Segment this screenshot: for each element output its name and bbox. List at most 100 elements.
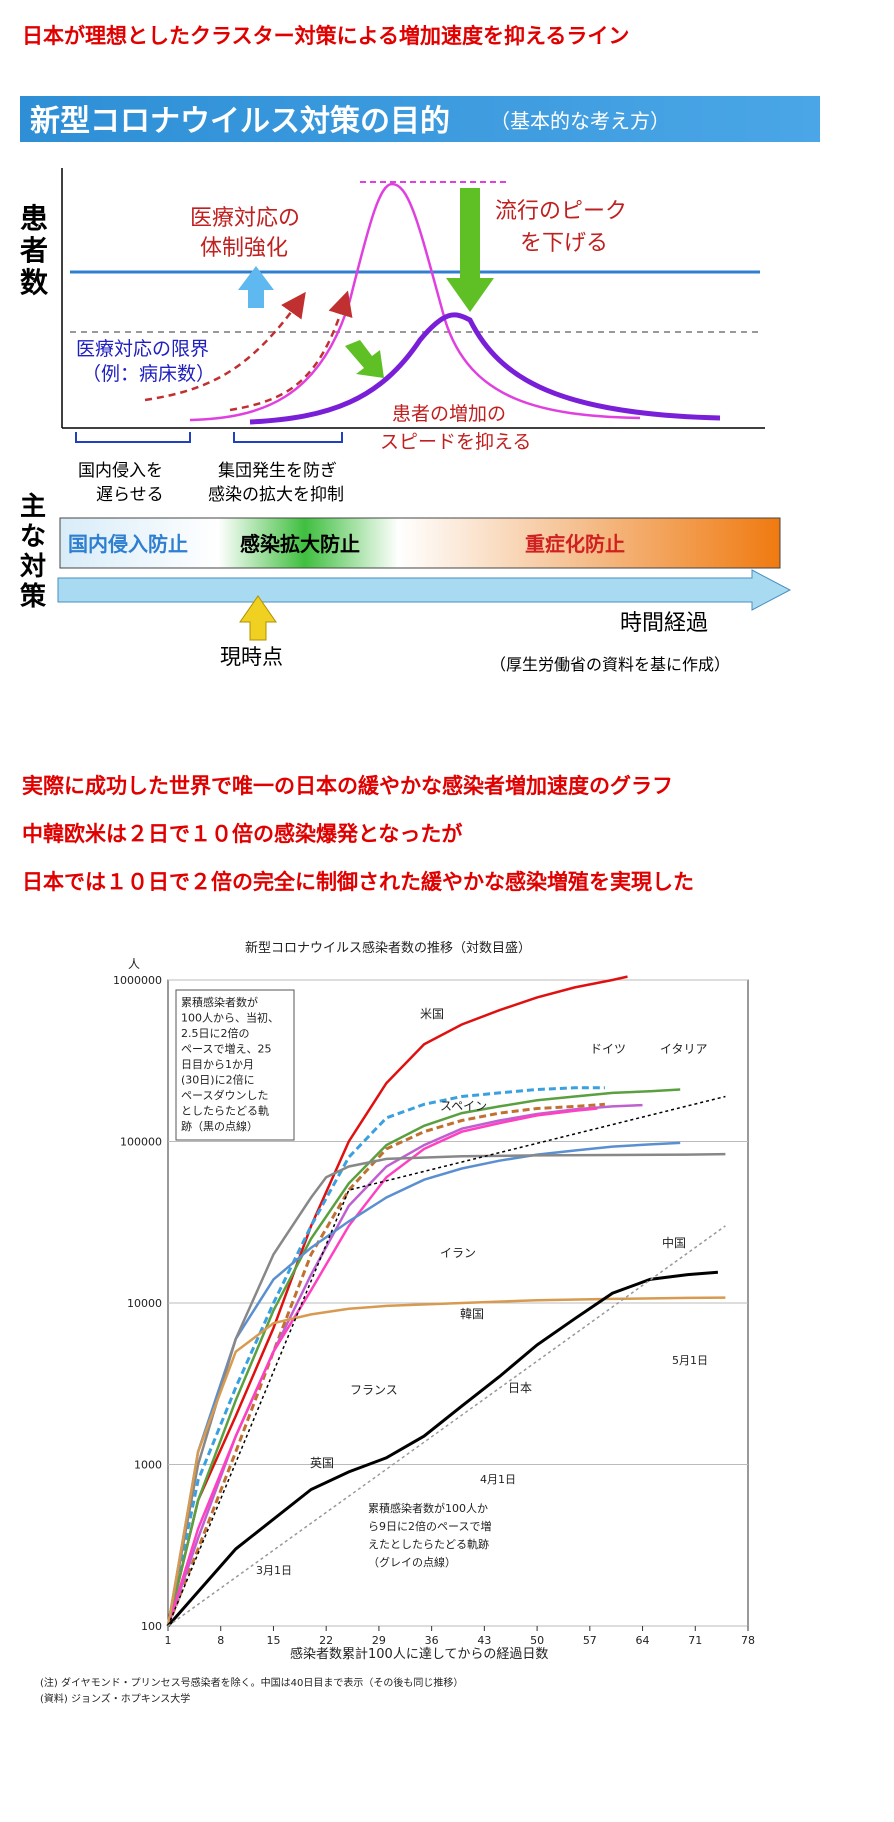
slow-down-arrow <box>345 340 384 378</box>
series-line-イタリア <box>166 1088 681 1627</box>
series-line-中国 <box>166 1152 726 1627</box>
y-tick-label: 10000 <box>127 1297 162 1310</box>
march1-label: 3月1日 <box>256 1564 292 1577</box>
series-label-日本: 日本 <box>508 1381 532 1395</box>
x-tick-label: 1 <box>165 1634 172 1647</box>
measures-label-3: 対 <box>20 552 46 582</box>
grid <box>168 979 748 1627</box>
measures-bar <box>59 517 781 569</box>
series-line-グレイの点線 <box>167 1225 726 1627</box>
time-arrow <box>57 569 792 611</box>
slow-text-1: 患者の増加の <box>392 403 506 425</box>
measures-label-2: な <box>20 522 46 552</box>
series-label-韓国: 韓国 <box>460 1307 484 1321</box>
heading-line1: 実際に成功した世界で唯一の日本の緩やかな感染者増加速度のグラフ <box>22 774 673 798</box>
delay-text-2: 遅らせる <box>96 485 164 505</box>
brace-delay <box>75 432 191 443</box>
bar-label-severe: 重症化防止 <box>525 532 625 556</box>
y-unit-label: 人 <box>128 957 140 971</box>
note-black-line: 累積感染者数が <box>181 995 258 1009</box>
series-label-中国: 中国 <box>662 1235 686 1250</box>
x-tick-label: 78 <box>741 1634 755 1647</box>
series-label-スペイン: スペイン <box>440 1099 487 1113</box>
measures-label-4: 策 <box>20 581 46 612</box>
note-black-line: ペースダウンした <box>181 1088 268 1102</box>
strengthen-text-2: 体制強化 <box>200 236 288 261</box>
delay-text-1: 国内侵入を <box>78 461 163 481</box>
lower-peak-text-2: を下げる <box>520 231 608 256</box>
lower-peak-arrow <box>446 188 494 312</box>
series-line-フランス <box>166 1103 643 1627</box>
chart-title: 新型コロナウイルス感染者数の推移（対数目盛） <box>245 940 531 956</box>
heading-line3: 日本では１０日で２倍の完全に制御された緩やかな感染増殖を実現した <box>22 870 694 894</box>
y-tick-label: 1000 <box>134 1459 162 1472</box>
note-black-line: 2.5日に2倍の <box>181 1026 250 1040</box>
spread-arrow-left <box>144 291 306 402</box>
series-label-イタリア: イタリア <box>660 1042 708 1056</box>
heading-line2: 中韓欧米は２日で１０倍の感染爆発となったが <box>22 822 463 846</box>
lower-peak-text-1: 流行のピーク <box>495 199 627 224</box>
series-line-ドイツ <box>166 1102 606 1627</box>
plot-frame <box>167 979 749 1627</box>
series-line-イラン <box>166 1141 681 1627</box>
cluster-text-1: 集団発生を防ぎ <box>218 461 337 481</box>
flattened-curve <box>249 312 721 425</box>
series-line-黒の点線 <box>167 1095 726 1627</box>
note-black-line: (30日)に2倍に <box>181 1073 255 1087</box>
heading-top: 日本が理想としたクラスター対策による増加速度を抑えるライン <box>22 24 630 48</box>
limit-text-1: 医療対応の限界 <box>76 338 209 360</box>
strengthen-text-1: 医療対応の <box>190 206 300 231</box>
y-label-3: 数 <box>20 266 49 299</box>
strategy-diagram: 新型コロナウイルス対策の目的 （基本的な考え方） 患 者 数 医療対応の 体制強… <box>20 96 820 674</box>
y-tick-label: 100 <box>141 1620 162 1633</box>
x-tick-label: 29 <box>372 1634 386 1647</box>
note-gray-line: （グレイの点線） <box>368 1555 456 1569</box>
note-black-line: 跡（黒の点線） <box>181 1119 258 1133</box>
banner-subtitle: （基本的な考え方） <box>490 109 670 133</box>
series-label-ドイツ: ドイツ <box>590 1042 626 1056</box>
y-ticks: 100 1000 10000 100000 1000000 <box>113 974 162 1633</box>
strengthen-arrow <box>238 266 274 308</box>
measures-label-1: 主 <box>20 492 46 522</box>
series-line-日本 <box>166 1270 719 1627</box>
high-peak-curve <box>189 182 641 422</box>
series-line-スペイン <box>166 1086 605 1627</box>
x-ticks: 1 8 15 22 29 36 43 50 57 64 71 78 <box>165 1626 755 1647</box>
y-label-2: 者 <box>20 234 48 267</box>
spread-arrow-right <box>229 290 353 412</box>
cluster-text-2: 感染の拡大を抑制 <box>208 485 344 505</box>
footnote-1: (注) ダイヤモンド・プリンセス号感染者を除く。中国は40日目まで表示（その後も… <box>40 1676 463 1689</box>
series-label-イラン: イラン <box>440 1246 476 1260</box>
y-label-1: 患 <box>20 202 48 235</box>
x-tick-label: 64 <box>636 1634 650 1647</box>
now-label: 現時点 <box>220 645 283 669</box>
banner-background <box>20 96 820 142</box>
series-line-英国 <box>166 1107 598 1627</box>
brace-cluster <box>233 432 343 443</box>
x-tick-label: 22 <box>319 1634 333 1647</box>
april1-label: 4月1日 <box>480 1473 516 1486</box>
x-tick-label: 43 <box>477 1634 491 1647</box>
note-gray-line: えたとしたらたどる軌跡 <box>368 1537 489 1551</box>
banner-title: 新型コロナウイルス対策の目的 <box>30 104 450 139</box>
series-label-英国: 英国 <box>310 1456 334 1470</box>
note-black-line: 日目から1か月 <box>181 1058 254 1071</box>
slow-text-2: スピードを抑える <box>380 431 531 453</box>
note-black-box <box>175 989 295 1141</box>
y-tick-label: 100000 <box>120 1136 162 1149</box>
series-line-米国 <box>166 975 628 1627</box>
note-black-line: としたらたどる軌 <box>181 1104 269 1118</box>
note-black-line: ペースで増え、25 <box>181 1043 271 1056</box>
bar-label-spread: 感染拡大防止 <box>240 532 360 556</box>
x-tick-label: 71 <box>688 1634 702 1647</box>
note-gray-line: 累積感染者数が100人か <box>368 1501 488 1515</box>
note-gray-line: ら9日に2倍のペースで増 <box>368 1519 491 1533</box>
x-tick-label: 8 <box>217 1634 224 1647</box>
may1-label: 5月1日 <box>672 1354 708 1367</box>
series-group <box>166 975 726 1627</box>
source-text: （厚生労働省の資料を基に作成） <box>490 655 730 674</box>
series-line-韓国 <box>166 1296 726 1627</box>
